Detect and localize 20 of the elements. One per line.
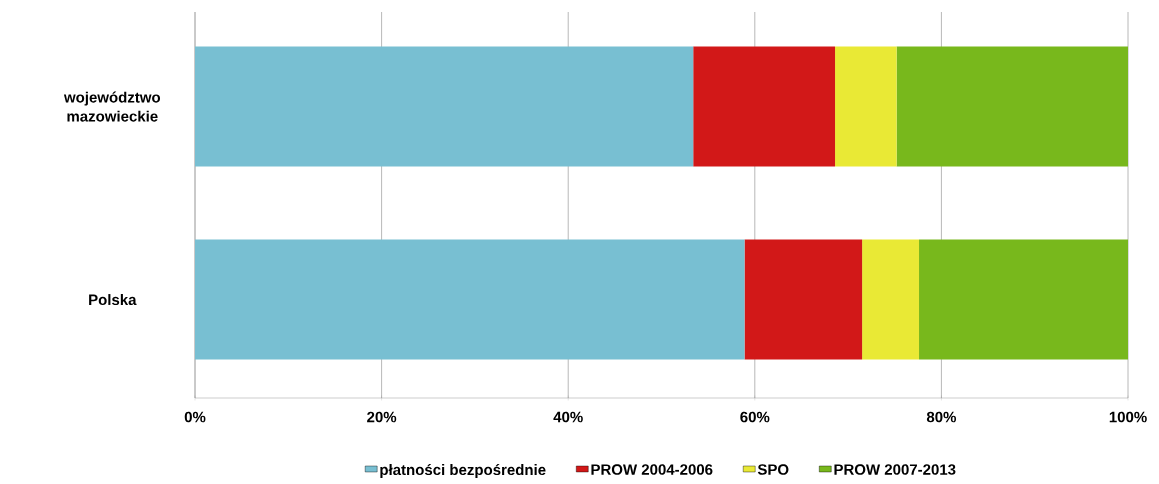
bar [195,46,694,167]
bar [862,239,920,360]
legend-label: PROW 2004-2006 [591,464,713,475]
x-tick-label: 20% [367,411,397,423]
bar [693,46,836,167]
y-tick-label: województwo mazowieckie [63,91,161,122]
x-tick-label: 40% [553,411,583,423]
x-tick-label: 0% [184,411,206,423]
bar [744,239,863,360]
legend-label: SPO [757,464,789,475]
x-tick-label: 100% [1109,411,1147,423]
bar [896,46,1129,167]
y-tick-label: Polska [89,294,137,306]
legend-label: PROW 2007-2013 [834,464,956,475]
bar [835,46,897,167]
bar [919,239,1129,360]
bar [195,239,745,360]
legend-label: płatności bezpośrednie [380,463,546,479]
x-tick-label: 60% [740,411,770,423]
x-tick-label: 80% [926,411,957,423]
